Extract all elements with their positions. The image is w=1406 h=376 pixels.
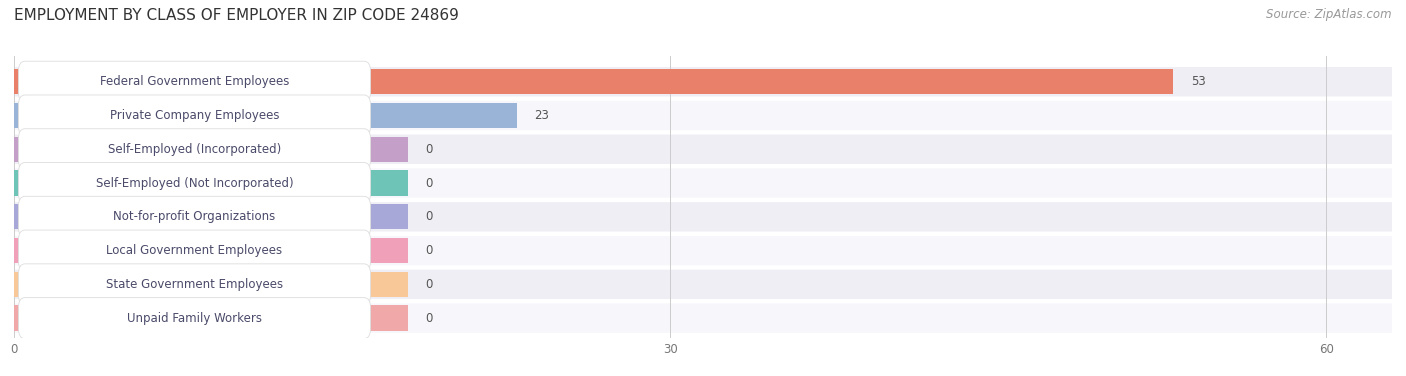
Text: Self-Employed (Not Incorporated): Self-Employed (Not Incorporated) [96, 177, 294, 190]
FancyBboxPatch shape [14, 135, 1392, 164]
FancyBboxPatch shape [14, 101, 1392, 130]
Text: Local Government Employees: Local Government Employees [107, 244, 283, 257]
Text: 0: 0 [425, 312, 433, 324]
FancyBboxPatch shape [18, 129, 371, 170]
FancyBboxPatch shape [18, 196, 371, 237]
Text: Self-Employed (Incorporated): Self-Employed (Incorporated) [108, 143, 281, 156]
Text: 0: 0 [425, 278, 433, 291]
Text: Not-for-profit Organizations: Not-for-profit Organizations [114, 210, 276, 223]
Bar [14, 204, 408, 229]
Text: State Government Employees: State Government Employees [105, 278, 283, 291]
Text: EMPLOYMENT BY CLASS OF EMPLOYER IN ZIP CODE 24869: EMPLOYMENT BY CLASS OF EMPLOYER IN ZIP C… [14, 8, 458, 23]
Text: 53: 53 [1191, 75, 1205, 88]
Text: Private Company Employees: Private Company Employees [110, 109, 280, 122]
Bar [14, 69, 1173, 94]
Bar [14, 136, 408, 162]
FancyBboxPatch shape [14, 236, 1392, 265]
Text: Source: ZipAtlas.com: Source: ZipAtlas.com [1267, 8, 1392, 21]
FancyBboxPatch shape [18, 61, 371, 102]
Text: 0: 0 [425, 210, 433, 223]
FancyBboxPatch shape [14, 168, 1392, 198]
Text: 0: 0 [425, 143, 433, 156]
Bar [14, 103, 517, 128]
Bar [14, 170, 408, 196]
FancyBboxPatch shape [14, 202, 1392, 232]
Text: Unpaid Family Workers: Unpaid Family Workers [127, 312, 262, 324]
FancyBboxPatch shape [18, 264, 371, 305]
FancyBboxPatch shape [18, 95, 371, 136]
Text: Federal Government Employees: Federal Government Employees [100, 75, 290, 88]
Bar [14, 305, 408, 331]
Bar [14, 238, 408, 263]
Bar [14, 272, 408, 297]
FancyBboxPatch shape [18, 230, 371, 271]
FancyBboxPatch shape [14, 303, 1392, 333]
FancyBboxPatch shape [18, 162, 371, 203]
Text: 0: 0 [425, 177, 433, 190]
Text: 0: 0 [425, 244, 433, 257]
Text: 23: 23 [534, 109, 550, 122]
FancyBboxPatch shape [14, 270, 1392, 299]
FancyBboxPatch shape [18, 298, 371, 339]
FancyBboxPatch shape [14, 67, 1392, 96]
